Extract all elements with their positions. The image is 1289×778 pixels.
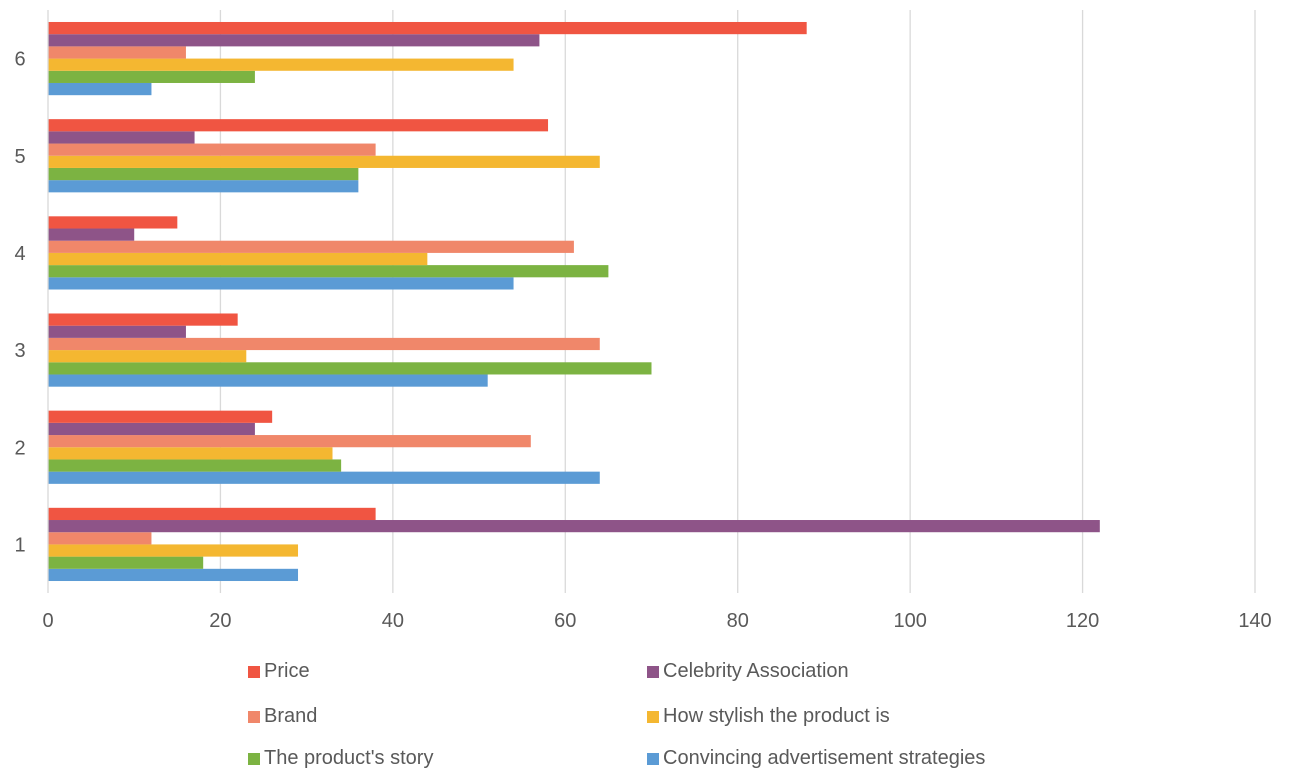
- bar: Convincing advertisement strategies (5):…: [48, 180, 359, 193]
- x-tick-label: 80: [727, 610, 749, 632]
- y-tick-label: 6: [14, 49, 25, 71]
- bar: Price (3): 22: [48, 313, 238, 326]
- x-tick-label: 120: [1066, 610, 1099, 632]
- bar: Celebrity Association (3): 16: [48, 325, 186, 338]
- bar: The product's story (5): 36: [48, 167, 359, 181]
- bar: Celebrity Association (1): 122: [48, 520, 1100, 533]
- bar: Price (2): 26: [48, 410, 273, 423]
- x-tick-label: 40: [382, 610, 404, 632]
- x-tick-label: 100: [893, 610, 926, 632]
- bar: The product's story (3): 70: [48, 362, 652, 375]
- bar: How stylish the product is (2): 33: [48, 447, 333, 460]
- bar: Convincing advertisement strategies (6):…: [48, 82, 152, 96]
- bar: How stylish the product is (6): 54: [48, 58, 514, 71]
- bar: Price (1): 38: [48, 507, 376, 521]
- x-tick-label: 20: [209, 610, 231, 632]
- bar: Brand (5): 38: [48, 143, 376, 156]
- bar: Convincing advertisement strategies (3):…: [48, 374, 488, 387]
- y-tick-label: 5: [14, 146, 25, 168]
- bar: Convincing advertisement strategies (4):…: [48, 277, 514, 290]
- bar: Price (5): 58: [48, 119, 549, 132]
- bar: How stylish the product is (4): 44: [48, 252, 428, 266]
- bar: The product's story (2): 34: [48, 459, 342, 472]
- bar: Price (6): 88: [48, 21, 807, 35]
- bar: Price (4): 15: [48, 216, 178, 229]
- bar: How stylish the product is (5): 64: [48, 155, 600, 168]
- bar: Brand (4): 61: [48, 240, 574, 253]
- y-tick-label: 2: [14, 437, 25, 459]
- axes: 0 20 40 60 80 100 120 140 1 2 3 4 5 6: [14, 10, 1272, 632]
- y-tick-label: 4: [14, 243, 25, 265]
- y-tick-label: 1: [14, 534, 25, 556]
- bar: Brand (1): 12: [48, 532, 152, 545]
- bar: Brand (6): 16: [48, 46, 186, 59]
- bar: Celebrity Association (2): 24: [48, 422, 255, 436]
- bar: Brand (2): 56: [48, 435, 531, 448]
- x-tick-label: 140: [1238, 610, 1271, 632]
- bar: Celebrity Association (5): 17: [48, 131, 195, 144]
- x-tick-label: 60: [554, 610, 576, 632]
- bar: Celebrity Association (6): 57: [48, 34, 540, 47]
- bar: How stylish the product is (3): 23: [48, 350, 247, 363]
- gridlines: [219, 10, 1256, 593]
- bar: Convincing advertisement strategies (2):…: [48, 471, 600, 484]
- bars: Convincing advertisement strategies (1):…: [48, 21, 1100, 582]
- bar: Convincing advertisement strategies (1):…: [48, 568, 299, 582]
- bar: The product's story (4): 65: [48, 265, 609, 278]
- bar: The product's story (6): 24: [48, 70, 255, 83]
- bar: How stylish the product is (1): 29: [48, 544, 299, 557]
- x-tick-label: 0: [42, 610, 53, 632]
- bar: Brand (3): 64: [48, 337, 600, 351]
- bar: The product's story (1): 18: [48, 556, 204, 569]
- bar: Celebrity Association (4): 10: [48, 228, 135, 241]
- y-tick-label: 3: [14, 340, 25, 362]
